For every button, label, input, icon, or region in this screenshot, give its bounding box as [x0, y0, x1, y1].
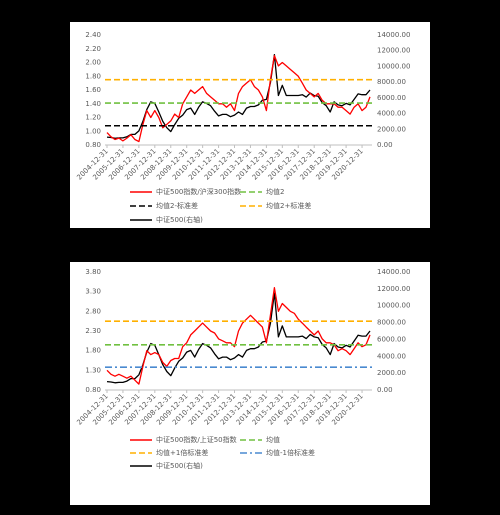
legend-label: 均值2-标准差	[156, 201, 198, 210]
y2-tick-label: 6000.00	[377, 335, 406, 343]
data-line	[106, 53, 371, 139]
legend-label: 中证500指数/上证50指数	[156, 435, 237, 444]
y2-tick-label: 2000.00	[377, 369, 406, 377]
y-tick-label: 3.80	[85, 268, 101, 276]
y-tick-label: 3.30	[85, 288, 101, 296]
data-line	[106, 292, 371, 384]
legend-label: 中证500指数/沪深300指数	[156, 187, 241, 196]
legend-label: 均值	[266, 435, 280, 444]
legend-label: 均值2	[266, 187, 284, 196]
legend-label: 中证500(右轴)	[156, 215, 203, 224]
y-tick-label: 1.80	[85, 72, 101, 80]
y2-tick-label: 12000.00	[377, 47, 410, 55]
y2-tick-label: 10000.00	[377, 62, 410, 70]
y-tick-label: 2.30	[85, 327, 101, 335]
panel	[70, 262, 430, 505]
y2-tick-label: 14000.00	[377, 268, 410, 276]
y-tick-label: 1.30	[85, 366, 101, 374]
legend-label: 均值-1倍标准差	[266, 448, 315, 457]
y-tick-label: 1.20	[85, 114, 101, 122]
y2-tick-label: 10000.00	[377, 302, 410, 310]
legend-label: 中证500(右轴)	[156, 461, 203, 470]
y-tick-label: 2.20	[85, 45, 101, 53]
y-tick-label: 2.40	[85, 31, 101, 39]
y-tick-label: 2.80	[85, 307, 101, 315]
y-tick-label: 1.40	[85, 100, 101, 108]
y2-tick-label: 8000.00	[377, 78, 406, 86]
y-tick-label: 2.00	[85, 59, 101, 67]
y2-tick-label: 0.00	[377, 386, 393, 394]
y2-tick-label: 6000.00	[377, 94, 406, 102]
legend-label: 均值+1倍标准差	[156, 448, 208, 457]
y2-tick-label: 4000.00	[377, 110, 406, 118]
y2-tick-label: 14000.00	[377, 31, 410, 39]
legend-label: 均值2+标准差	[266, 201, 311, 210]
y-tick-label: 1.00	[85, 127, 101, 135]
y2-tick-label: 0.00	[377, 141, 393, 149]
y2-tick-label: 8000.00	[377, 319, 406, 327]
y-tick-label: 1.60	[85, 86, 101, 94]
y2-tick-label: 4000.00	[377, 352, 406, 360]
y-tick-label: 1.80	[85, 347, 101, 355]
data-line	[106, 287, 371, 385]
y2-tick-label: 12000.00	[377, 285, 410, 293]
y2-tick-label: 2000.00	[377, 125, 406, 133]
y-tick-label: 0.80	[85, 141, 101, 149]
y-tick-label: 0.80	[85, 386, 101, 394]
